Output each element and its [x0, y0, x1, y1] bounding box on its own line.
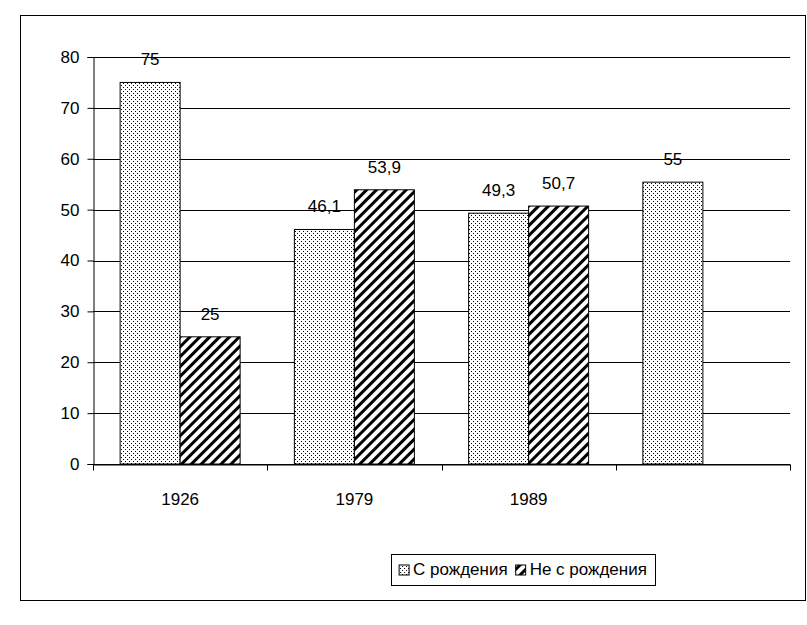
x-tick: 1979: [335, 465, 373, 509]
y-tick-mark: [88, 210, 94, 211]
legend-label: С рождения: [413, 560, 508, 579]
y-tick-mark: [88, 261, 94, 262]
legend: С рождения Не с рождения: [392, 555, 656, 586]
bar: [469, 213, 529, 464]
x-separators: [94, 465, 791, 471]
data-label: 49,3: [482, 181, 515, 200]
grid-line: [93, 57, 790, 58]
bars: [120, 82, 703, 464]
y-tick-label: 50: [61, 201, 80, 220]
y-tick-mark: [88, 57, 94, 58]
legend-swatch: [516, 565, 526, 575]
y-tick-mark: [88, 108, 94, 109]
data-label: 46,1: [308, 197, 341, 216]
y-tick-mark: [88, 159, 94, 160]
y-tick: 0: [70, 455, 93, 474]
bar: [180, 337, 240, 464]
y-tick: 40: [61, 251, 94, 270]
bar: [120, 82, 180, 464]
grid-line: [93, 464, 790, 465]
y-tick-mark: [88, 464, 94, 465]
data-label: 50,7: [542, 174, 575, 193]
y-tick-label: 30: [61, 302, 80, 321]
x-separator: [442, 465, 443, 471]
y-tick-mark: [88, 413, 94, 414]
x-tick: 1989: [510, 465, 548, 509]
x-separator: [267, 465, 268, 471]
y-tick: 30: [61, 302, 94, 321]
legend-item: С рождения: [399, 560, 508, 579]
data-label: 25: [201, 305, 220, 324]
y-tick: 50: [61, 201, 94, 220]
y-tick-label: 70: [61, 99, 80, 118]
data-label: 75: [141, 50, 160, 69]
y-axis: 0 10 20 30 40 50 60 70 80: [61, 48, 94, 474]
legend-label: Не с рождения: [530, 560, 647, 579]
y-tick-mark: [88, 362, 94, 363]
x-separator: [93, 465, 94, 471]
chart-frame: [21, 16, 806, 601]
x-tick: 1926: [161, 465, 199, 509]
grid-line: [93, 108, 790, 109]
y-tick: 20: [61, 353, 94, 372]
y-tick: 10: [61, 404, 94, 423]
bar: [354, 190, 414, 464]
grid: [93, 58, 790, 465]
bar: [529, 206, 589, 464]
bar: [294, 229, 354, 464]
y-tick-label: 0: [70, 455, 79, 474]
x-separator: [790, 465, 791, 471]
chart: 75 46,1 49,3 55 25 53,9 50,7 0 10 20 30 40 50 60 70 80 1…: [0, 0, 807, 625]
y-tick-label: 40: [61, 251, 80, 270]
y-tick: 60: [61, 150, 94, 169]
bar: [643, 182, 703, 464]
legend-swatch: [399, 565, 409, 575]
y-axis-line: [88, 58, 95, 465]
grid-line: [93, 159, 790, 160]
x-tick-label: 1926: [161, 490, 199, 509]
x-tick-label: 1989: [510, 490, 548, 509]
data-label: 55: [663, 150, 682, 169]
y-tick: 70: [61, 99, 94, 118]
legend-box: [392, 555, 656, 586]
data-label: 53,9: [368, 158, 401, 177]
y-tick: 80: [61, 48, 94, 67]
y-tick-label: 20: [61, 353, 80, 372]
legend-item: Не с рождения: [516, 560, 647, 579]
x-tick-label: 1979: [335, 490, 373, 509]
data-labels: 75 46,1 49,3 55 25 53,9 50,7: [141, 50, 683, 323]
x-axis: 1926 1979 1989: [94, 465, 791, 509]
x-separator: [616, 465, 617, 471]
y-tick-mark: [88, 311, 94, 312]
y-tick-label: 80: [61, 48, 80, 67]
y-tick-label: 60: [61, 150, 80, 169]
y-tick-label: 10: [61, 404, 80, 423]
